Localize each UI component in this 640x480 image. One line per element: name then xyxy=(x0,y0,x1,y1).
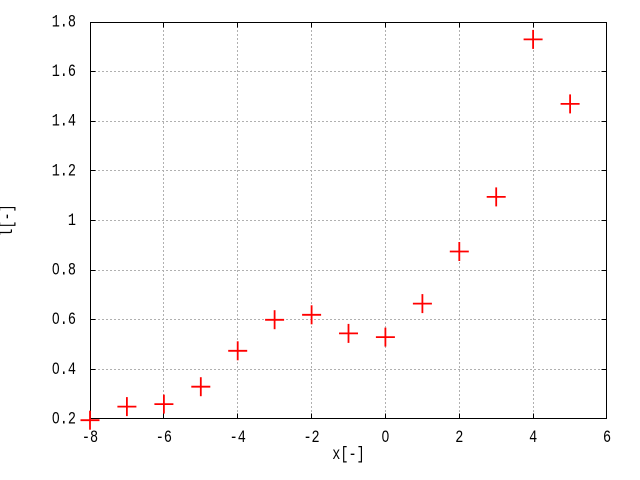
svg-text:1.2: 1.2 xyxy=(52,161,76,181)
svg-text:1: 1 xyxy=(68,211,76,231)
svg-text:x[-]: x[-] xyxy=(332,445,364,465)
svg-text:1.6: 1.6 xyxy=(52,62,76,82)
svg-text:-2: -2 xyxy=(303,428,319,448)
svg-text:-6: -6 xyxy=(156,428,172,448)
svg-text:1.8: 1.8 xyxy=(52,12,76,32)
svg-text:-4: -4 xyxy=(230,428,246,448)
svg-text:l[-]: l[-] xyxy=(0,204,18,236)
svg-text:6: 6 xyxy=(603,428,611,448)
svg-text:2: 2 xyxy=(455,428,463,448)
svg-text:-8: -8 xyxy=(82,428,98,448)
svg-text:4: 4 xyxy=(529,428,537,448)
svg-text:1.4: 1.4 xyxy=(52,111,76,131)
